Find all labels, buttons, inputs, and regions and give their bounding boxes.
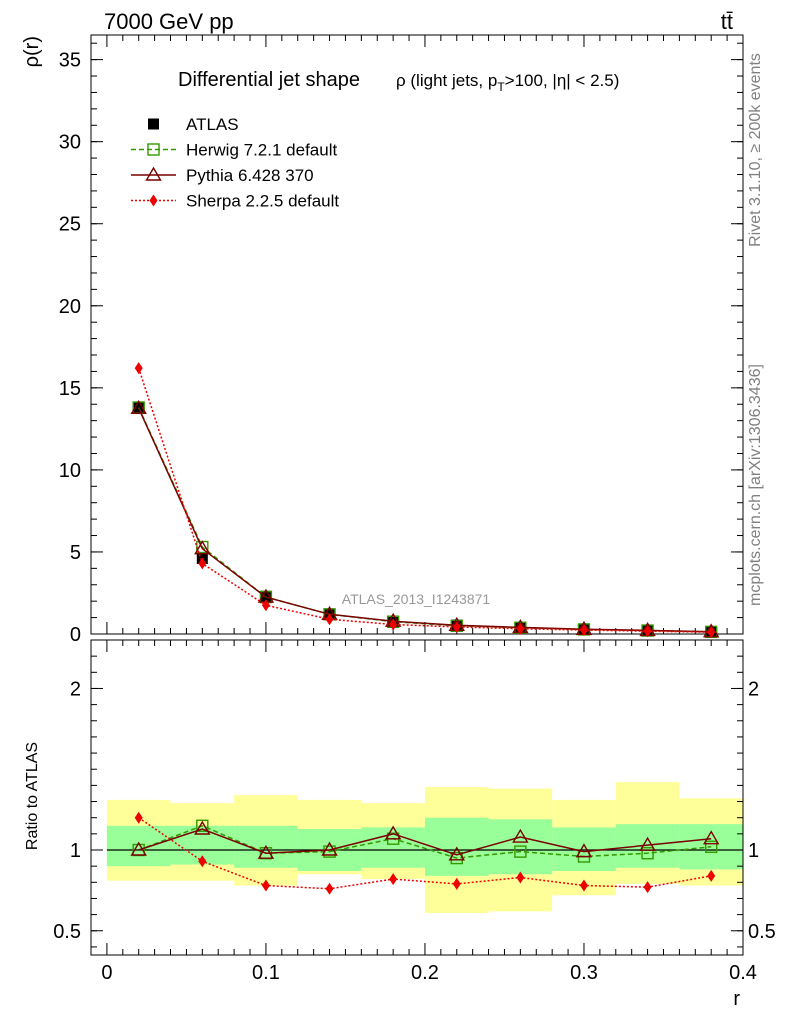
main-data-point — [707, 626, 716, 639]
subtitle-part: >100, |η| < 2.5) — [505, 71, 620, 90]
ratio-x-tick-label: 0.3 — [570, 962, 598, 984]
analysis-watermark: ATLAS_2013_I1243871 — [342, 591, 491, 607]
ratio-y-tick-label-right: 0.5 — [748, 921, 776, 943]
ratio-data-point — [134, 811, 143, 824]
ratio-data-point — [579, 879, 588, 892]
legend-marker — [145, 166, 162, 181]
ratio-series-2 — [134, 811, 716, 895]
main-series-line — [138, 408, 712, 633]
main-data-point — [134, 362, 143, 375]
ratio-data-point — [384, 825, 402, 840]
ratio-data-point — [196, 819, 209, 832]
main-data-point — [198, 557, 207, 570]
ratio-data-point — [198, 855, 207, 868]
ratio-x-tick-label: 0.4 — [729, 962, 757, 984]
ratio-series-line — [138, 824, 712, 859]
ratio-data-point — [512, 828, 529, 843]
ratio-data-point — [575, 843, 593, 858]
ratio-data-point — [643, 881, 652, 894]
ratio-series-1 — [130, 820, 720, 861]
main-ylabel: ρ(r) — [21, 36, 43, 67]
main-data-point — [389, 618, 398, 631]
ratio-data-point — [194, 820, 211, 835]
main-y-tick-label: 5 — [70, 542, 81, 564]
header-energy: 7000 GeV pp — [104, 9, 234, 34]
main-y-tick-label: 25 — [59, 214, 81, 236]
ratio-data-point — [448, 846, 465, 861]
main-y-tick-label: 0 — [70, 624, 81, 646]
ratio-data-point — [325, 882, 334, 895]
header-process: tt̄ — [721, 9, 733, 34]
main-y-tick-label: 10 — [59, 460, 81, 482]
legend-label: Herwig 7.2.1 default — [186, 141, 337, 160]
ratio-data-point — [257, 844, 275, 859]
subtitle-subscript: T — [497, 80, 505, 94]
ratio-data-point — [639, 836, 656, 851]
ratio-data-point — [707, 869, 716, 882]
main-y-tick-label: 35 — [59, 50, 81, 72]
ratio-data-point — [130, 841, 147, 856]
legend: ATLAS Herwig 7.2.1 default Pythia 6.428 37… — [131, 115, 339, 211]
rivet-label: Rivet 3.1.10, ≥ 200k events — [747, 53, 764, 247]
ratio-series-line — [138, 828, 712, 856]
legend-label: Sherpa 2.2.5 default — [186, 192, 339, 211]
ratio-x-tick-label: 0.1 — [252, 962, 280, 984]
main-data-point — [452, 620, 461, 633]
main-data-point — [516, 622, 525, 635]
legend-label: ATLAS — [186, 115, 239, 134]
main-data-point — [261, 599, 270, 612]
ratio-x-tick-label: 0.2 — [411, 962, 439, 984]
ratio-y-tick-label-right: 2 — [748, 678, 759, 700]
ratio-plot-area: 0.5 0.5 1 1 2 2 0 0.1 0.2 0.3 0.4 — [53, 639, 776, 984]
ratio-data-point — [261, 879, 270, 892]
legend-marker — [148, 118, 159, 130]
main-y-tick-label: 30 — [59, 132, 81, 154]
legend-marker — [147, 143, 160, 156]
main-title-subtitle: ρ (light jets, pT>100, |η| < 2.5) — [396, 71, 619, 94]
main-title: Differential jet shape — [178, 69, 360, 91]
ratio-data-point — [641, 847, 654, 860]
mcplots-label: mcplots.cern.ch [arXiv:1306.3436] — [747, 364, 764, 606]
ratio-data-point — [514, 845, 527, 858]
main-series-3 — [134, 362, 716, 639]
ratio-band-inner — [615, 824, 680, 868]
ratio-ylabel: Ratio to ATLAS — [24, 742, 41, 850]
ratio-y-tick-label: 1 — [70, 840, 81, 862]
subtitle-part: ρ (light jets, p — [396, 71, 497, 90]
ratio-data-point — [516, 871, 525, 884]
ratio-data-point — [321, 841, 338, 856]
main-y-tick-label: 20 — [59, 296, 81, 318]
main-data-point — [643, 625, 652, 638]
ratio-data-point — [452, 877, 461, 890]
main-data-point — [194, 540, 211, 555]
main-data-point — [579, 624, 588, 637]
ratio-y-tick-label: 0.5 — [53, 921, 81, 943]
main-data-point — [325, 613, 334, 626]
ratio-frame — [90, 639, 744, 956]
ratio-y-tick-label: 2 — [70, 678, 81, 700]
ratio-series-line — [138, 817, 712, 890]
ratio-x-tick-label: 0 — [101, 962, 112, 984]
main-series-line — [137, 367, 712, 633]
main-y-tick-label: 15 — [59, 378, 81, 400]
legend-label: Pythia 6.428 370 — [186, 166, 314, 185]
legend-marker — [149, 194, 158, 207]
ratio-data-point — [704, 840, 718, 853]
ratio-y-tick-label-right: 1 — [748, 840, 759, 862]
ratio-data-point — [389, 873, 398, 886]
main-data-point — [130, 399, 147, 415]
main-frame — [90, 34, 744, 635]
ratio-data-point — [702, 830, 720, 845]
ratio-band-inner — [106, 825, 171, 867]
ratio-xlabel: r — [733, 988, 740, 1010]
main-plot-area: 0 5 10 15 20 25 30 35 — [59, 34, 744, 646]
